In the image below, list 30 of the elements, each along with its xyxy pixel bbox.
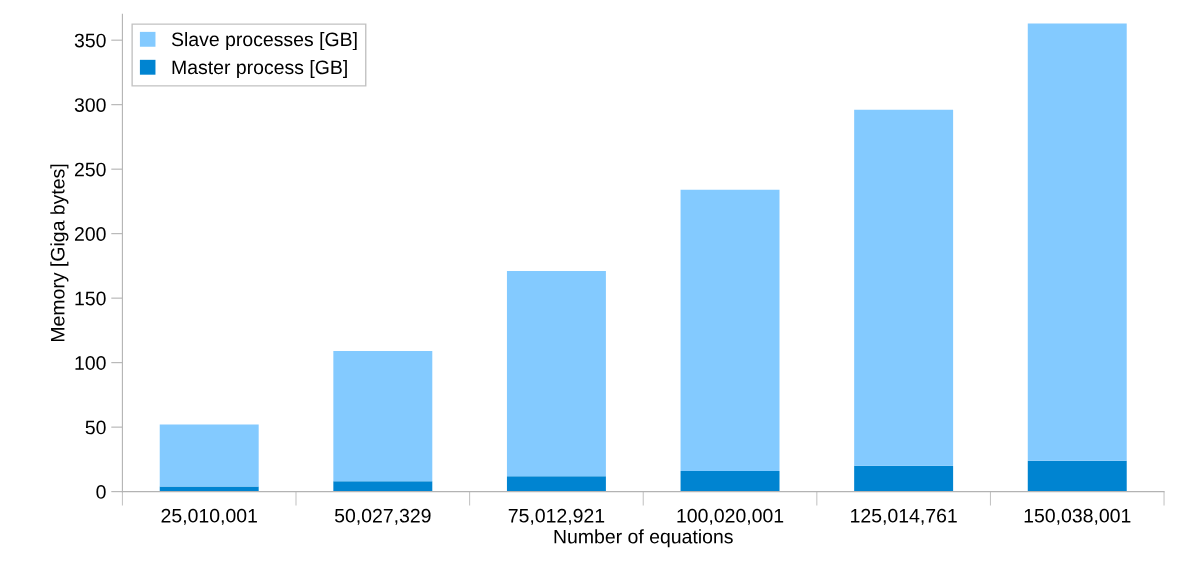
y-axis-title: Memory [Giga bytes] (50, 164, 69, 342)
bar (854, 465, 954, 492)
y-tick-label: 50 (85, 420, 106, 435)
y-tick-label: 100 (75, 356, 106, 370)
bar (159, 486, 259, 492)
y-tick-label: 350 (74, 33, 106, 48)
bar (333, 351, 433, 482)
legend-label: Master process [GB] (172, 59, 347, 79)
y-tick-label: 300 (74, 98, 106, 112)
x-tick-label: 150,038,001 (1024, 508, 1131, 525)
y-tick-label: 150 (75, 291, 106, 306)
x-axis-title: Number of equations (554, 529, 733, 548)
y-tick-label: 250 (74, 162, 106, 177)
bar (680, 189, 780, 471)
bar (680, 470, 780, 492)
bar (333, 481, 433, 492)
x-tick-label: 50,027,329 (334, 508, 431, 525)
bar (159, 424, 259, 487)
legend-label: Slave processes [GB] (171, 31, 357, 51)
bar (854, 109, 954, 466)
x-tick-label: 25,010,001 (161, 508, 257, 525)
bar (1027, 460, 1127, 492)
bar (1027, 23, 1127, 461)
bar (506, 271, 606, 477)
bar (506, 476, 606, 492)
y-tick-label: 200 (74, 227, 106, 241)
x-tick-label: 75,012,921 (508, 508, 605, 525)
y-tick-label: 0 (96, 485, 106, 499)
x-tick-label: 125,014,761 (851, 508, 957, 525)
x-tick-label: 100,020,001 (677, 508, 784, 525)
